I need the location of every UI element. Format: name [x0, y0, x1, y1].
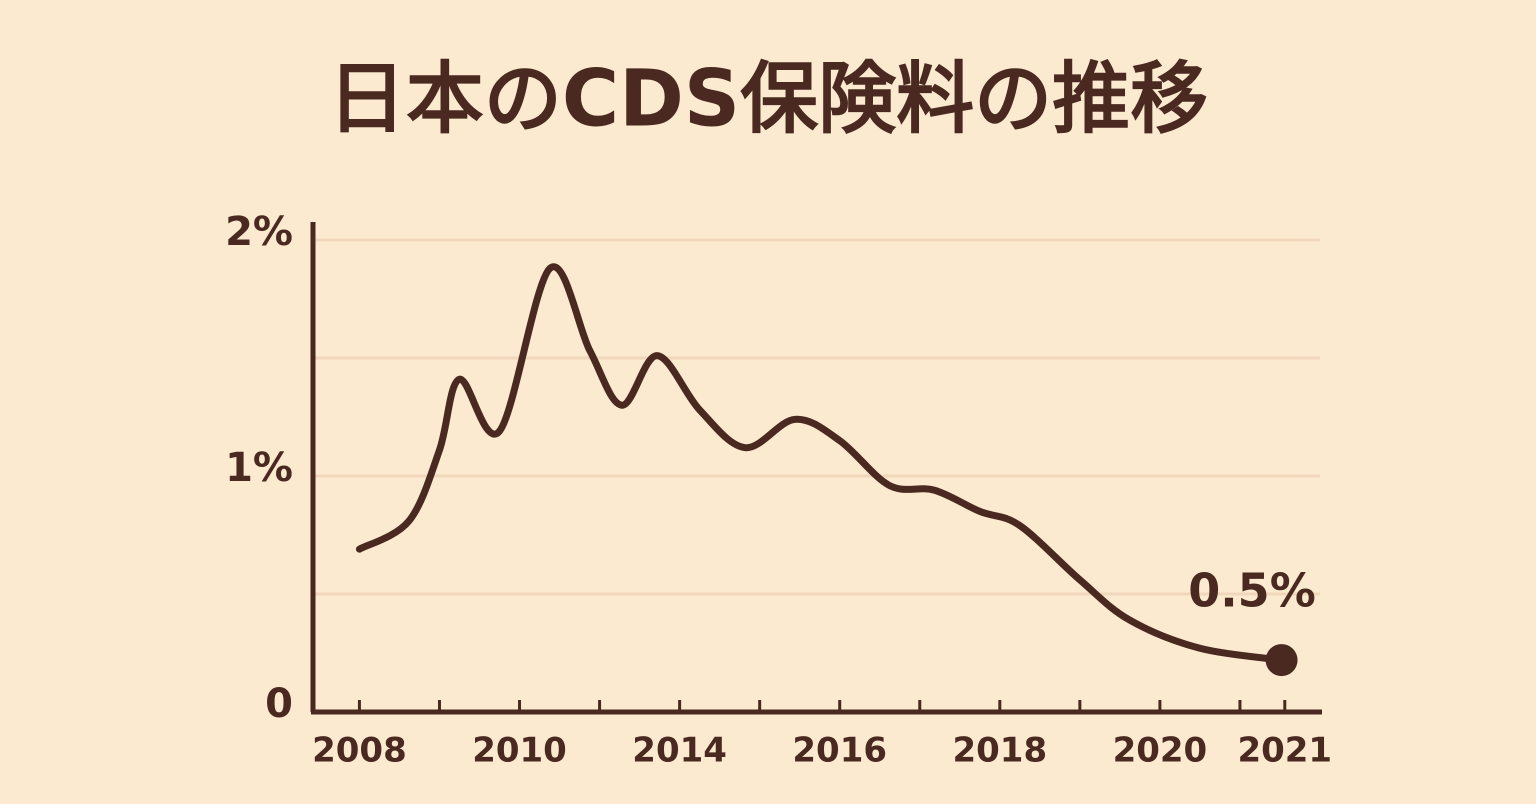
annotation: 0.5%: [1188, 564, 1316, 618]
x-tick-label: 2016: [792, 731, 887, 771]
x-tick-label: 2010: [472, 731, 567, 771]
x-tick-label: 2008: [312, 731, 407, 771]
y-tick-label: 1%: [225, 445, 293, 491]
x-tick-label: 2020: [1113, 731, 1208, 771]
y-tick-label: 2%: [225, 209, 293, 255]
x-tick-label: 2018: [952, 731, 1047, 771]
end-point: [1265, 644, 1298, 677]
chart-title: 日本のCDS保険料の推移: [328, 54, 1208, 144]
x-tick-label: 2021: [1237, 731, 1332, 771]
y-tick-label: 0: [265, 681, 293, 727]
x-tick-label: 2014: [632, 731, 727, 771]
line: [355, 263, 1286, 664]
